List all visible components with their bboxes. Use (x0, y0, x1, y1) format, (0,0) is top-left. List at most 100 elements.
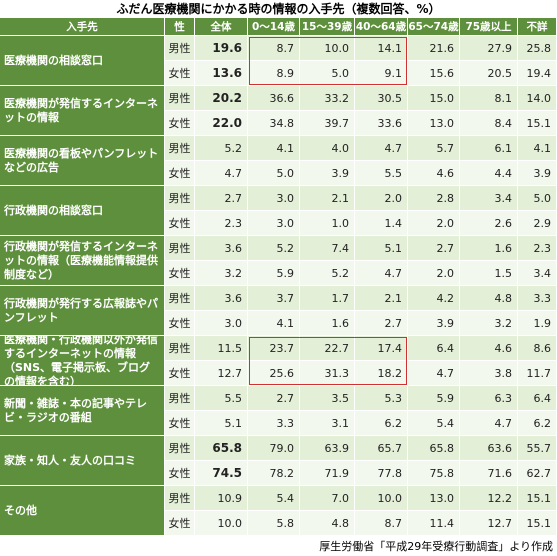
value-cell: 4.6 (408, 161, 460, 186)
value-cell: 5.8 (248, 511, 300, 536)
value-cell: 6.4 (408, 336, 460, 361)
sex-cell: 女性 (165, 161, 195, 186)
column-header: 入手先 (0, 18, 165, 36)
value-cell: 14.0 (518, 86, 557, 111)
value-cell: 30.5 (355, 86, 408, 111)
sex-cell: 男性 (165, 136, 195, 161)
value-cell: 65.7 (355, 436, 408, 461)
sex-cell: 男性 (165, 486, 195, 511)
sex-cell: 男性 (165, 286, 195, 311)
value-cell: 5.0 (248, 161, 300, 186)
value-cell: 5.0 (518, 186, 557, 211)
value-cell: 4.7 (195, 161, 248, 186)
value-cell: 4.7 (460, 411, 518, 436)
column-header: 15～39歳 (300, 18, 355, 36)
source-label: 行政機関の相談窓口 (0, 186, 165, 236)
value-cell: 2.7 (408, 236, 460, 261)
source-label: 新聞・雑誌・本の記事やテレビ・ラジオの番組 (0, 386, 165, 436)
value-cell: 22.7 (300, 336, 355, 361)
sex-cell: 女性 (165, 461, 195, 486)
value-cell: 4.7 (408, 361, 460, 386)
value-cell: 4.6 (460, 336, 518, 361)
column-header: 全体 (195, 18, 248, 36)
value-cell: 5.3 (355, 386, 408, 411)
value-cell: 3.0 (248, 186, 300, 211)
value-cell: 5.2 (195, 136, 248, 161)
value-cell: 2.8 (408, 186, 460, 211)
value-cell: 4.1 (518, 136, 557, 161)
value-cell: 77.8 (355, 461, 408, 486)
value-cell: 21.6 (408, 36, 460, 61)
value-cell: 13.0 (408, 486, 460, 511)
value-cell: 2.6 (460, 211, 518, 236)
source-note: 厚生労働省「平成29年受療行動調査」より作成 (319, 540, 553, 553)
source-label: 医療機関の相談窓口 (0, 36, 165, 86)
sex-cell: 女性 (165, 261, 195, 286)
value-cell: 2.0 (408, 211, 460, 236)
value-cell: 19.4 (518, 61, 557, 86)
value-cell: 78.2 (248, 461, 300, 486)
value-cell: 3.0 (248, 211, 300, 236)
value-cell: 75.8 (408, 461, 460, 486)
value-cell: 71.9 (300, 461, 355, 486)
value-cell: 11.5 (195, 336, 248, 361)
value-cell: 15.1 (518, 111, 557, 136)
value-cell: 13.0 (408, 111, 460, 136)
value-cell: 3.1 (300, 411, 355, 436)
value-cell: 25.6 (248, 361, 300, 386)
value-cell: 3.8 (460, 361, 518, 386)
sex-cell: 女性 (165, 61, 195, 86)
source-label: 家族・知人・友人の口コミ (0, 436, 165, 486)
value-cell: 31.3 (300, 361, 355, 386)
value-cell: 8.7 (248, 36, 300, 61)
source-label: 医療機関が発信するインターネットの情報 (0, 86, 165, 136)
value-cell: 1.9 (518, 311, 557, 336)
sex-cell: 女性 (165, 311, 195, 336)
value-cell: 15.6 (408, 61, 460, 86)
value-cell: 6.2 (355, 411, 408, 436)
value-cell: 17.4 (355, 336, 408, 361)
value-cell: 5.2 (248, 236, 300, 261)
value-cell: 3.3 (248, 411, 300, 436)
value-cell: 6.1 (460, 136, 518, 161)
value-cell: 4.1 (248, 311, 300, 336)
value-cell: 8.1 (460, 86, 518, 111)
value-cell: 10.0 (300, 36, 355, 61)
sex-cell: 男性 (165, 236, 195, 261)
sex-cell: 女性 (165, 511, 195, 536)
source-label: その他 (0, 486, 165, 536)
value-cell: 71.6 (460, 461, 518, 486)
sex-cell: 男性 (165, 36, 195, 61)
value-cell: 2.0 (355, 186, 408, 211)
value-cell: 33.6 (355, 111, 408, 136)
value-cell: 4.1 (248, 136, 300, 161)
value-cell: 2.9 (518, 211, 557, 236)
value-cell: 3.2 (460, 311, 518, 336)
highlight-box (249, 37, 407, 85)
value-cell: 22.0 (195, 111, 248, 136)
value-cell: 8.4 (460, 111, 518, 136)
value-cell: 5.2 (300, 261, 355, 286)
value-cell: 8.7 (355, 511, 408, 536)
value-cell: 25.8 (518, 36, 557, 61)
value-cell: 63.9 (300, 436, 355, 461)
value-cell: 3.0 (195, 311, 248, 336)
value-cell: 3.9 (300, 161, 355, 186)
value-cell: 15.1 (518, 486, 557, 511)
value-cell: 13.6 (195, 61, 248, 86)
value-cell: 5.4 (248, 486, 300, 511)
source-label: 行政機関が発行する広報誌やパンフレット (0, 286, 165, 336)
value-cell: 14.1 (355, 36, 408, 61)
value-cell: 39.7 (300, 111, 355, 136)
value-cell: 36.6 (248, 86, 300, 111)
value-cell: 11.7 (518, 361, 557, 386)
value-cell: 4.4 (460, 161, 518, 186)
value-cell: 55.7 (518, 436, 557, 461)
value-cell: 5.9 (408, 386, 460, 411)
source-label: 医療機関の看板やパンフレットなどの広告 (0, 136, 165, 186)
value-cell: 5.7 (408, 136, 460, 161)
value-cell: 4.2 (408, 286, 460, 311)
value-cell: 1.7 (300, 286, 355, 311)
value-cell: 10.9 (195, 486, 248, 511)
